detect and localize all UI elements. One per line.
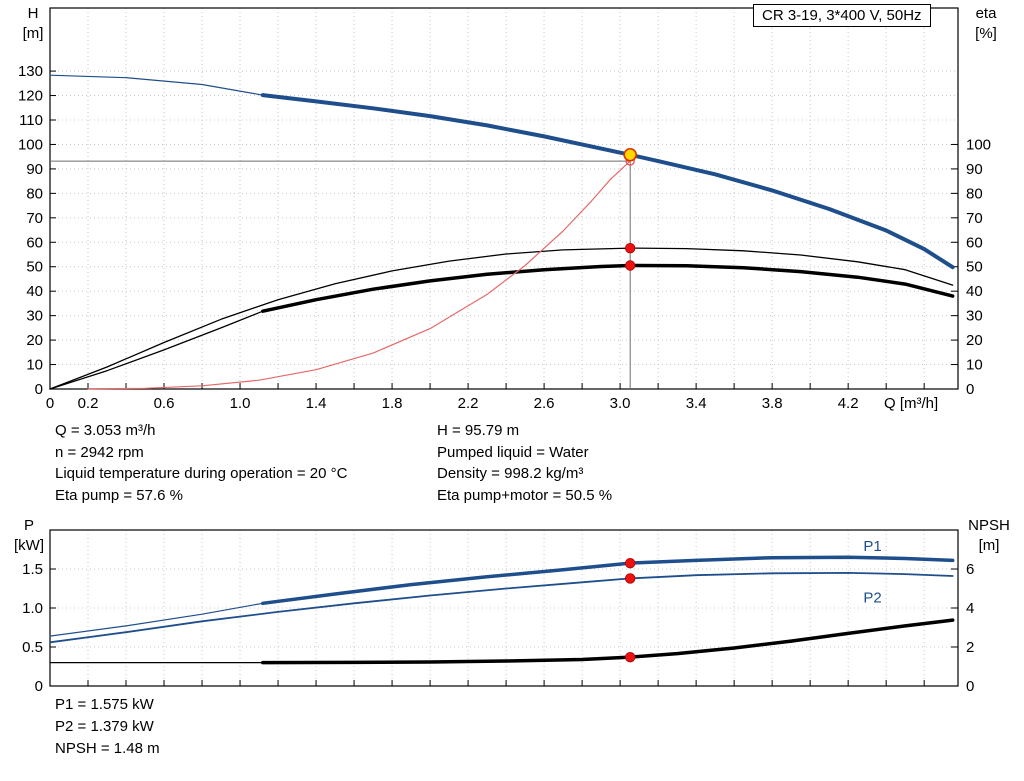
x-tick-label: 1.4 bbox=[306, 395, 327, 412]
npsh-axis-label: NPSH bbox=[968, 517, 1010, 534]
flow-line: Q = 3.053 m³/h bbox=[55, 422, 156, 439]
y-left-tick-label: 90 bbox=[26, 161, 43, 178]
eta-pump-motor-duty-marker bbox=[624, 260, 636, 271]
y-right-tick-label: 0 bbox=[966, 381, 974, 398]
speed-line: n = 2942 rpm bbox=[55, 443, 144, 461]
y-right-tick-label: 0 bbox=[966, 678, 974, 695]
npsh-curve bbox=[261, 618, 955, 665]
y-left-tick-label: 0 bbox=[35, 678, 43, 695]
eta-pump-line: Eta pump = 57.6 % bbox=[55, 486, 183, 504]
x-tick-label: 3.0 bbox=[610, 395, 631, 412]
y-right-tick-label: 2 bbox=[966, 639, 974, 656]
p2-curve-label: P2 bbox=[863, 590, 881, 607]
y-left-tick-label: 100 bbox=[18, 136, 43, 153]
duty-info-left: Q = 3.053 m³/h n = 2942 rpm Liquid tempe… bbox=[55, 420, 347, 506]
eta-pump-duty-marker bbox=[624, 242, 636, 254]
y-left-tick-label: 30 bbox=[26, 308, 43, 325]
p-axis-unit: [kW] bbox=[14, 537, 44, 554]
x-tick-label: 0.6 bbox=[154, 395, 175, 412]
duty-point-marker bbox=[623, 147, 637, 162]
q-axis-label: Q [m³/h] bbox=[884, 395, 939, 412]
y-right-tick-label: 100 bbox=[966, 136, 991, 153]
y-left-tick-label: 120 bbox=[18, 88, 43, 105]
x-tick-label: 2.6 bbox=[534, 395, 555, 412]
hq-curve bbox=[260, 93, 955, 270]
plot-frame bbox=[49, 7, 959, 390]
y-right-tick-label: 20 bbox=[966, 332, 983, 349]
eta-axis-unit: [%] bbox=[975, 25, 997, 42]
y-left-tick-label: 110 bbox=[19, 112, 43, 129]
p2-curve bbox=[49, 572, 954, 644]
pump-title: CR 3-19, 3*400 V, 50Hz bbox=[762, 7, 922, 24]
eta-pump-motor-line: Eta pump+motor = 50.5 % bbox=[437, 486, 613, 504]
duty-info-right: H = 95.79 m Pumped liquid = Water Densit… bbox=[437, 420, 612, 506]
x-tick-label: 1.0 bbox=[230, 395, 251, 412]
y-left-tick-label: 1.0 bbox=[22, 600, 43, 617]
y-right-tick-label: 4 bbox=[966, 600, 974, 617]
y-right-tick-label: 6 bbox=[966, 561, 974, 578]
eta-pump-motor-curve-lead bbox=[49, 310, 264, 390]
y-right-tick-label: 90 bbox=[966, 161, 983, 178]
y-left-tick-label: 50 bbox=[26, 259, 43, 276]
y-right-tick-label: 10 bbox=[966, 357, 983, 374]
npsh-duty-marker bbox=[624, 651, 636, 663]
p2-duty-marker bbox=[624, 573, 636, 584]
x-tick-label: 0.2 bbox=[78, 395, 99, 412]
y-left-tick-label: 80 bbox=[26, 185, 43, 202]
x-tick-label: 4.2 bbox=[838, 395, 859, 412]
x-tick-label: 3.8 bbox=[762, 395, 783, 412]
y-left-tick-label: 20 bbox=[26, 332, 43, 349]
eta-pump-curve bbox=[49, 247, 954, 390]
density-line: Density = 998.2 kg/m³ bbox=[437, 465, 584, 482]
p1-curve-label: P1 bbox=[863, 538, 881, 555]
y-left-tick-label: 1.5 bbox=[22, 561, 43, 578]
x-tick-label: 0 bbox=[46, 395, 54, 412]
x-tick-label: 2.2 bbox=[458, 395, 479, 412]
liquid-temp-line: Liquid temperature during operation = 20… bbox=[55, 465, 348, 482]
h-axis-unit: [m] bbox=[22, 25, 44, 42]
y-left-tick-label: 130 bbox=[18, 63, 43, 80]
y-right-tick-label: 80 bbox=[966, 185, 983, 202]
x-tick-label: 3.4 bbox=[686, 395, 707, 412]
pump-title-box: CR 3-19, 3*400 V, 50Hz bbox=[753, 4, 931, 27]
p-axis-title: P [kW] bbox=[8, 516, 50, 556]
y-right-tick-label: 70 bbox=[966, 210, 983, 227]
p2-line: P2 = 1.379 kW bbox=[55, 718, 154, 735]
npsh-line: NPSH = 1.48 m bbox=[55, 740, 160, 757]
eta-axis-label: eta bbox=[975, 5, 997, 22]
npsh-axis-unit: [m] bbox=[978, 537, 1000, 554]
hq-curve-lead bbox=[49, 74, 264, 96]
y-left-tick-label: 0.5 bbox=[22, 639, 43, 656]
x-tick-label: 1.8 bbox=[382, 395, 403, 412]
h-axis-label: H bbox=[27, 5, 39, 22]
eta-pump-motor-curve bbox=[261, 263, 955, 313]
y-left-tick-label: 10 bbox=[26, 357, 43, 374]
p-axis-label: P bbox=[23, 517, 34, 534]
npsh-axis-title: NPSH [m] bbox=[960, 516, 1018, 556]
head-line: H = 95.79 m bbox=[437, 422, 520, 439]
pumped-liquid-line: Pumped liquid = Water bbox=[437, 443, 589, 461]
y-right-tick-label: 60 bbox=[966, 234, 983, 251]
system-curve bbox=[87, 160, 631, 390]
y-left-tick-label: 0 bbox=[35, 381, 43, 398]
p1-line: P1 = 1.575 kW bbox=[55, 696, 154, 713]
y-left-tick-label: 40 bbox=[26, 283, 43, 300]
eta-axis-title: eta [%] bbox=[964, 4, 1008, 44]
y-right-tick-label: 40 bbox=[966, 283, 983, 300]
p1-duty-marker bbox=[624, 557, 636, 569]
power-info: P1 = 1.575 kW P2 = 1.379 kW NPSH = 1.48 … bbox=[55, 694, 160, 760]
y-left-tick-label: 70 bbox=[26, 210, 43, 227]
h-axis-title: H [m] bbox=[14, 4, 52, 44]
y-right-tick-label: 30 bbox=[966, 308, 983, 325]
p1-curve-lead bbox=[49, 602, 264, 637]
y-right-tick-label: 50 bbox=[966, 259, 983, 276]
y-left-tick-label: 60 bbox=[26, 234, 43, 251]
